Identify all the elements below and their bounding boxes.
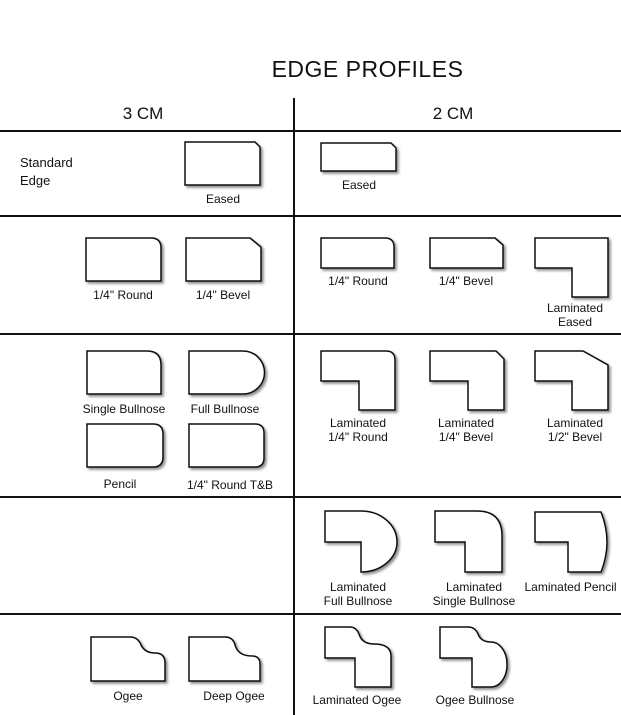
label-quarter-bevel-2cm: 1/4" Bevel [438, 274, 494, 288]
label-laminated-pencil: Laminated Pencil [524, 580, 617, 594]
label-laminated-ogee: Laminated Ogee [312, 693, 402, 707]
laminated-pencil-shape [534, 511, 608, 573]
laminated-quarter-bevel-shape [429, 350, 505, 411]
label-laminated-quarter-round: Laminated 1/4" Round [328, 416, 388, 444]
row-divider [0, 215, 621, 217]
label-eased-2cm: Eased [341, 178, 377, 192]
row-divider [0, 130, 621, 132]
quarter-bevel-2cm-shape [429, 237, 504, 269]
laminated-quarter-round-shape [320, 350, 396, 411]
laminated-eased-shape [534, 237, 609, 298]
pencil-shape [86, 423, 164, 468]
label-ogee-bullnose: Ogee Bullnose [435, 693, 515, 707]
eased-2cm-shape [320, 142, 397, 172]
label-laminated-half-bevel: Laminated 1/2" Bevel [546, 416, 604, 444]
label-eased-3cm: Eased [205, 192, 241, 206]
row-divider [0, 496, 621, 498]
deep-ogee-shape [188, 636, 261, 682]
label-quarter-round-3cm: 1/4" Round [93, 288, 153, 302]
laminated-single-bullnose-shape [434, 510, 503, 573]
quarter-round-3cm-shape [85, 237, 162, 282]
page-title: EDGE PROFILES [271, 56, 464, 82]
quarter-round-tb-shape [188, 423, 265, 468]
label-pencil: Pencil [103, 477, 137, 491]
label-quarter-round-tb: 1/4" Round T&B [186, 478, 274, 492]
quarter-round-2cm-shape [320, 237, 395, 269]
row-divider [0, 333, 621, 335]
row-label-standard-edge: Standard Edge [20, 155, 73, 188]
quarter-bevel-3cm-shape [185, 237, 262, 282]
label-full-bullnose: Full Bullnose [190, 402, 260, 416]
eased-3cm-shape [184, 141, 261, 186]
ogee-bullnose-shape [439, 626, 508, 688]
label-ogee: Ogee [113, 689, 143, 703]
label-laminated-quarter-bevel: Laminated 1/4" Bevel [437, 416, 495, 444]
label-laminated-single-bullnose: Laminated Single Bullnose [432, 580, 516, 608]
ogee-shape [90, 636, 166, 682]
label-quarter-round-2cm: 1/4" Round [328, 274, 388, 288]
laminated-full-bullnose-shape [324, 510, 398, 573]
label-quarter-bevel-3cm: 1/4" Bevel [195, 288, 251, 302]
label-deep-ogee: Deep Ogee [203, 689, 265, 703]
column-divider [293, 98, 295, 715]
label-single-bullnose: Single Bullnose [82, 402, 166, 416]
row-divider [0, 613, 621, 615]
column-header-2cm: 2 CM [432, 104, 474, 123]
laminated-ogee-shape [324, 626, 392, 688]
label-laminated-eased: Laminated Eased [546, 301, 604, 329]
column-header-3cm: 3 CM [122, 104, 164, 123]
label-laminated-full-bullnose: Laminated Full Bullnose [323, 580, 393, 608]
single-bullnose-shape [86, 350, 162, 395]
full-bullnose-shape [188, 350, 266, 395]
laminated-half-bevel-shape [534, 350, 609, 411]
